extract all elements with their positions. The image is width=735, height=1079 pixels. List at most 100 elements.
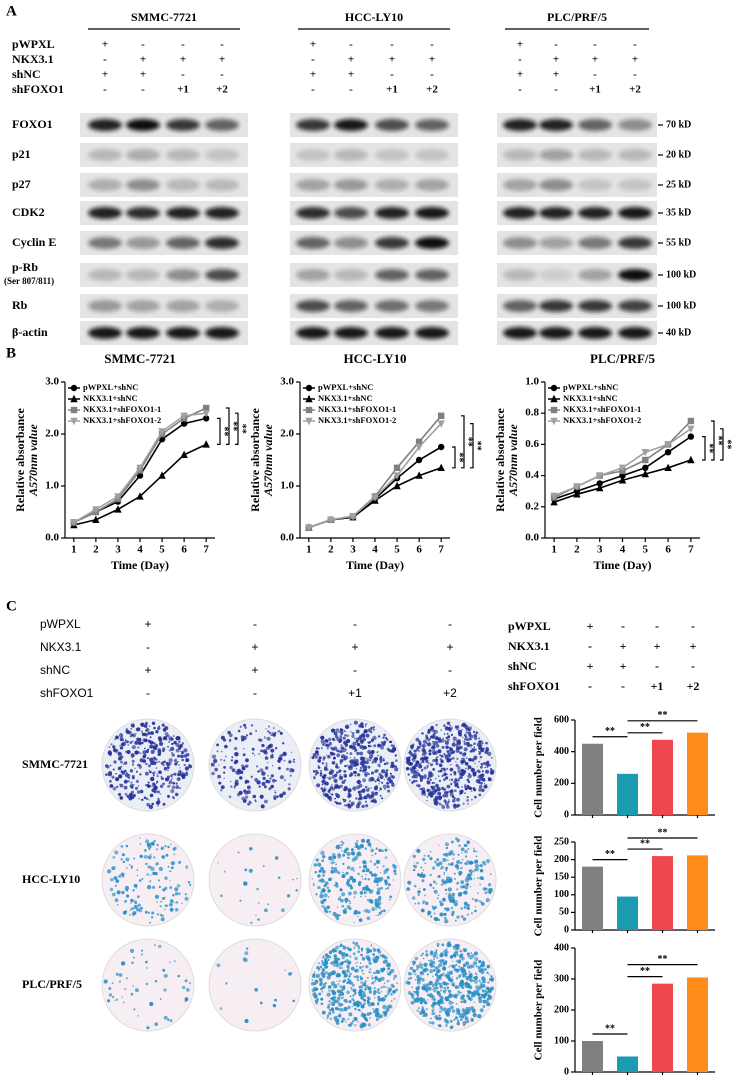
colony xyxy=(386,992,390,996)
colony xyxy=(432,954,437,958)
colony xyxy=(416,993,420,997)
colony xyxy=(465,738,469,742)
blot-band xyxy=(618,300,652,312)
colony xyxy=(457,853,460,856)
colony xyxy=(466,796,469,799)
colony xyxy=(489,768,493,771)
colony xyxy=(440,729,442,731)
colony xyxy=(457,786,460,789)
colony xyxy=(382,759,385,762)
colony xyxy=(164,886,168,890)
colony xyxy=(453,872,456,875)
colony xyxy=(419,778,423,782)
legend-label: NKX3.1+shFOXO1-1 xyxy=(318,404,396,414)
colony xyxy=(436,955,438,957)
colony xyxy=(456,968,460,972)
y-axis-label: Cell number per field xyxy=(533,960,545,1061)
colony xyxy=(436,1001,441,1006)
colony xyxy=(418,742,422,745)
colony xyxy=(156,848,159,851)
x-tick-label: 3 xyxy=(115,544,121,556)
colony xyxy=(485,761,487,764)
colony xyxy=(242,957,247,962)
colony xyxy=(238,790,243,795)
colony xyxy=(323,788,326,791)
colony xyxy=(328,737,332,741)
colony xyxy=(240,735,244,739)
colony xyxy=(369,860,372,863)
colony xyxy=(257,902,260,904)
colony xyxy=(112,745,116,749)
colony xyxy=(144,747,146,750)
colony xyxy=(264,756,269,760)
colony xyxy=(429,873,432,877)
colony xyxy=(136,727,139,730)
colony xyxy=(130,992,134,996)
condition-label: pWPXL xyxy=(40,617,81,631)
colony xyxy=(437,770,441,773)
colony-well xyxy=(308,718,402,812)
cell-line-label: SMMC-7721 xyxy=(22,757,88,771)
size-label: 70 kD xyxy=(666,119,691,130)
colony xyxy=(371,977,374,980)
colony xyxy=(485,897,490,903)
colony xyxy=(381,770,384,773)
colony xyxy=(343,773,348,778)
colony xyxy=(326,754,328,756)
colony xyxy=(347,788,352,793)
colony xyxy=(352,1020,354,1023)
colony xyxy=(163,766,168,771)
colony xyxy=(452,795,455,798)
colony xyxy=(395,759,398,762)
colony xyxy=(447,862,451,866)
colony xyxy=(461,786,464,788)
colony xyxy=(125,977,128,980)
colony xyxy=(153,742,156,745)
colony xyxy=(388,988,392,991)
x-tick-label: 2 xyxy=(328,544,334,556)
blot-band xyxy=(539,149,573,161)
colony xyxy=(110,743,113,746)
colony xyxy=(470,758,475,762)
colony xyxy=(355,739,359,744)
colony xyxy=(335,794,341,799)
colony xyxy=(311,988,316,993)
colony xyxy=(335,767,338,769)
colony xyxy=(355,804,360,809)
significance-label: ** xyxy=(237,424,248,434)
colony xyxy=(394,754,397,757)
colony xyxy=(133,1008,136,1011)
colony xyxy=(288,760,292,764)
colony xyxy=(158,752,162,756)
colony xyxy=(444,974,448,977)
colony xyxy=(345,1020,347,1023)
colony xyxy=(153,789,157,794)
colony xyxy=(375,791,378,794)
protein-label: p21 xyxy=(12,147,31,161)
blot-band xyxy=(503,327,537,339)
colony xyxy=(390,774,394,778)
colony xyxy=(220,785,225,790)
colony xyxy=(373,948,377,953)
colony xyxy=(370,731,373,734)
colony xyxy=(325,765,327,767)
colony xyxy=(442,965,445,968)
colony xyxy=(127,776,131,779)
colony xyxy=(319,772,323,775)
colony xyxy=(325,762,328,765)
colony xyxy=(327,795,332,800)
colony xyxy=(488,887,493,893)
colony xyxy=(443,986,447,990)
colony xyxy=(130,723,135,728)
colony xyxy=(483,762,486,765)
blot-band xyxy=(415,300,449,312)
panel-letter: B xyxy=(6,345,16,361)
condition-mark: - xyxy=(353,617,357,631)
colony xyxy=(328,856,333,861)
colony xyxy=(452,756,455,760)
colony xyxy=(423,957,425,960)
colony xyxy=(377,751,379,753)
colony xyxy=(150,853,152,856)
colony xyxy=(366,758,369,761)
condition-mark: + xyxy=(553,69,559,81)
